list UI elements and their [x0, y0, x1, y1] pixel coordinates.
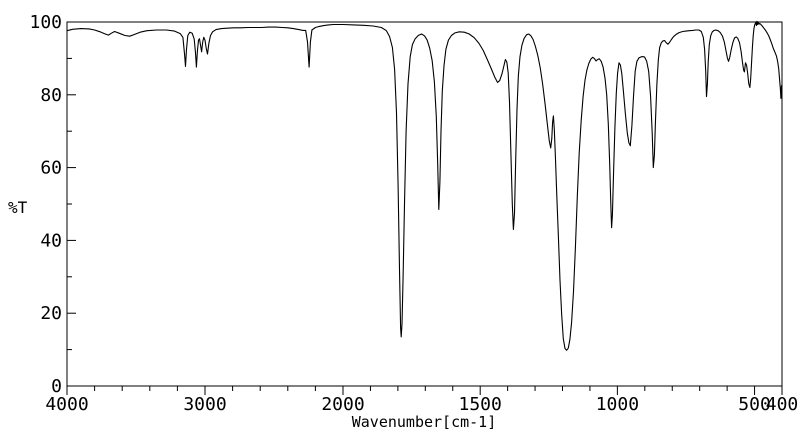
spectrum-curve — [66, 20, 783, 351]
y-tick-label: 40 — [40, 230, 62, 251]
y-tick-label: 0 — [51, 376, 62, 397]
x-tick-label: 4000 — [45, 394, 88, 415]
y-tick-label: 20 — [40, 303, 62, 324]
y-tick-label: 60 — [40, 158, 62, 179]
x-axis-ticks — [66, 386, 783, 395]
y-tick-label: 100 — [29, 12, 62, 33]
x-tick-label: 1000 — [596, 394, 639, 415]
y-tick-label: 80 — [40, 85, 62, 106]
x-axis-title: Wavenumber[cm-1] — [352, 413, 497, 431]
plot-border — [66, 21, 783, 387]
x-tick-label: 2000 — [321, 394, 364, 415]
y-axis-title: %T — [8, 198, 28, 217]
x-tick-label: 400 — [766, 394, 799, 415]
x-tick-label: 3000 — [183, 394, 226, 415]
y-axis-tick-labels: 0 20 40 60 80 100 — [29, 12, 62, 397]
y-axis-ticks — [67, 21, 76, 387]
x-tick-label: 1500 — [459, 394, 502, 415]
x-tick-label: 500 — [738, 394, 771, 415]
